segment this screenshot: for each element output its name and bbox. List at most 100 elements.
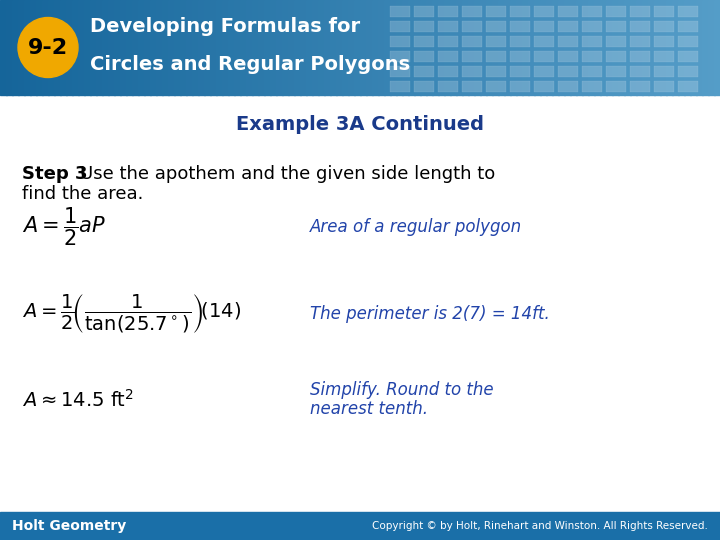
Bar	[432, 0, 439, 95]
Text: $A = \dfrac{1}{2}aP$: $A = \dfrac{1}{2}aP$	[22, 206, 107, 248]
Bar	[510, 21, 530, 32]
Bar	[438, 36, 458, 47]
Bar	[678, 21, 698, 32]
Bar	[594, 0, 601, 95]
Bar	[606, 0, 613, 95]
Bar	[234, 0, 241, 95]
Bar	[96, 0, 103, 95]
Bar	[534, 66, 554, 77]
Bar	[702, 0, 709, 95]
Bar	[384, 0, 391, 95]
Bar	[462, 0, 469, 95]
Bar	[156, 0, 163, 95]
Bar	[462, 81, 482, 92]
Bar	[534, 36, 554, 47]
Bar	[450, 0, 457, 95]
Text: Example 3A Continued: Example 3A Continued	[236, 116, 484, 134]
Bar	[660, 0, 667, 95]
Bar	[510, 36, 530, 47]
Bar	[678, 6, 698, 17]
Bar	[504, 0, 511, 95]
Bar	[318, 0, 325, 95]
Bar	[414, 36, 434, 47]
Bar	[612, 0, 619, 95]
Bar	[540, 0, 547, 95]
Bar	[708, 0, 715, 95]
Bar	[510, 0, 517, 95]
Bar	[696, 0, 703, 95]
Bar	[630, 51, 650, 62]
Bar	[576, 0, 583, 95]
Bar	[516, 0, 523, 95]
Bar	[606, 51, 626, 62]
Bar	[582, 21, 602, 32]
Bar	[36, 0, 43, 95]
Bar	[564, 0, 571, 95]
Text: $A = \dfrac{1}{2}\!\left(\dfrac{1}{\tan(25.7^\circ)}\right)\!(14)$: $A = \dfrac{1}{2}\!\left(\dfrac{1}{\tan(…	[22, 293, 241, 335]
Text: Holt Geometry: Holt Geometry	[12, 519, 126, 533]
Text: $A \approx 14.5\ \mathrm{ft}^2$: $A \approx 14.5\ \mathrm{ft}^2$	[22, 389, 134, 411]
Bar	[474, 0, 481, 95]
Bar	[582, 81, 602, 92]
Bar	[558, 81, 578, 92]
Bar	[408, 0, 415, 95]
Bar	[678, 0, 685, 95]
Bar	[630, 66, 650, 77]
Bar	[588, 0, 595, 95]
Bar	[462, 21, 482, 32]
Bar	[60, 0, 67, 95]
Bar	[354, 0, 361, 95]
Bar	[468, 0, 475, 95]
Bar	[510, 6, 530, 17]
Bar	[264, 0, 271, 95]
Bar	[126, 0, 133, 95]
Bar	[366, 0, 373, 95]
Text: The perimeter is 2(7) = 14ft.: The perimeter is 2(7) = 14ft.	[310, 305, 550, 323]
Bar	[426, 0, 433, 95]
Bar	[78, 0, 85, 95]
Text: 9-2: 9-2	[28, 37, 68, 57]
Bar	[648, 0, 655, 95]
Bar	[582, 66, 602, 77]
Bar	[558, 36, 578, 47]
Bar	[108, 0, 115, 95]
Bar	[198, 0, 205, 95]
Bar	[150, 0, 157, 95]
Bar	[462, 36, 482, 47]
Bar	[534, 21, 554, 32]
Bar	[0, 512, 720, 540]
Bar	[324, 0, 331, 95]
Bar	[678, 51, 698, 62]
Bar	[522, 0, 529, 95]
Bar	[582, 51, 602, 62]
Bar	[438, 21, 458, 32]
Bar	[486, 81, 506, 92]
Bar	[438, 66, 458, 77]
Bar	[390, 36, 410, 47]
Bar	[630, 0, 637, 95]
Bar	[390, 0, 397, 95]
Bar	[240, 0, 247, 95]
Bar	[348, 0, 355, 95]
Bar	[462, 51, 482, 62]
Bar	[402, 0, 409, 95]
Bar	[144, 0, 151, 95]
Bar	[606, 66, 626, 77]
Bar	[678, 36, 698, 47]
Bar	[216, 0, 223, 95]
Bar	[252, 0, 259, 95]
Bar	[204, 0, 211, 95]
Bar	[390, 66, 410, 77]
Bar	[42, 0, 49, 95]
Bar	[630, 6, 650, 17]
Bar	[486, 21, 506, 32]
Bar	[312, 0, 319, 95]
Bar	[30, 0, 37, 95]
Bar	[558, 21, 578, 32]
Bar	[486, 0, 493, 95]
Bar	[630, 21, 650, 32]
Bar	[288, 0, 295, 95]
Bar	[414, 6, 434, 17]
Bar	[162, 0, 169, 95]
Bar	[486, 6, 506, 17]
